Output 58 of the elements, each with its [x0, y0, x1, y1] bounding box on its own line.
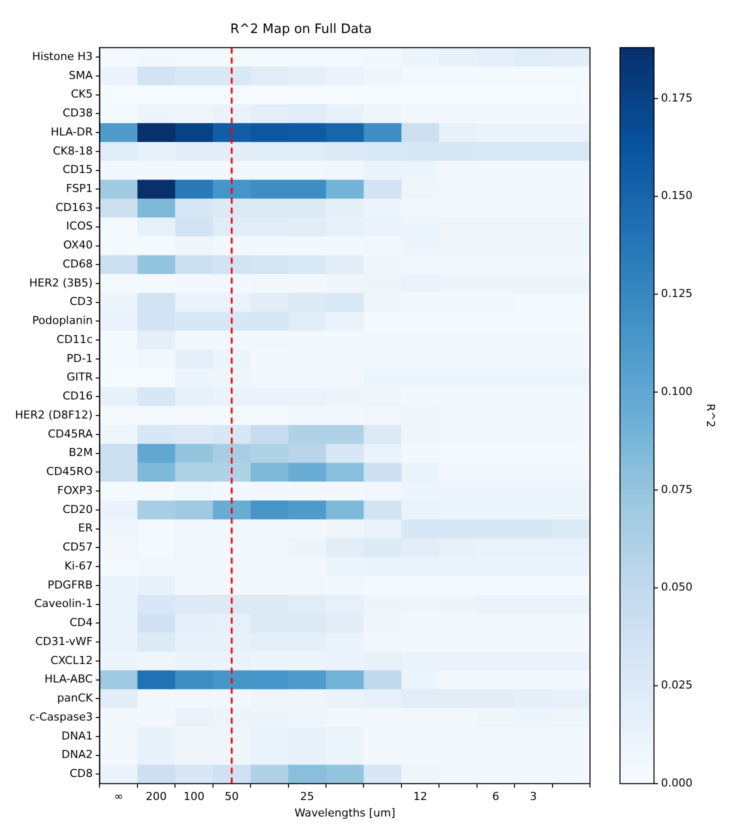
color-bar-label: 0.175 [661, 91, 692, 104]
y-tick-label: SMA [68, 68, 94, 82]
y-tick-label: HLA-DR [50, 125, 94, 138]
y-tick-label: CD45RA [48, 427, 94, 440]
y-tick-label: FSP1 [66, 182, 93, 195]
y-tick-label: Histone H3 [32, 50, 93, 63]
color-bar-label: 0.000 [661, 776, 692, 790]
y-tick-label: CD3 [70, 295, 93, 308]
y-tick-label: panCK [57, 692, 94, 705]
y-tick-label: CD57 [62, 540, 93, 554]
y-tick-label: HER2 (D8F12) [14, 408, 93, 422]
x-tick-label: 6 [492, 790, 500, 804]
color-bar-label: 0.150 [661, 189, 692, 202]
y-tick-label: B2M [68, 446, 93, 460]
x-tick-label: 100 [184, 790, 205, 804]
y-tick-label: Podoplanin [32, 314, 93, 328]
y-tick-label: FOXP3 [57, 484, 93, 497]
y-tick-label: ER [78, 522, 94, 535]
y-tick-label: DNA1 [62, 729, 93, 742]
y-tick-label: CD8 [70, 767, 93, 780]
y-tick-label: CK8-18 [52, 144, 93, 158]
x-tick-label: 200 [146, 790, 167, 804]
y-tick-label: GITR [66, 370, 94, 384]
color-bar-label: 0.025 [661, 678, 692, 692]
color-bar-label: 0.125 [661, 287, 692, 300]
y-tick-label: CD16 [62, 390, 93, 403]
x-tick-label: ∞ [114, 790, 124, 804]
y-tick-label: DNA2 [62, 748, 93, 762]
y-tick-label: Caveolin-1 [34, 597, 93, 610]
x-tick-label: 3 [530, 790, 537, 804]
y-tick-label: CD20 [62, 502, 93, 516]
y-tick-label: CD38 [62, 106, 93, 120]
x-tick-label: 50 [224, 790, 239, 804]
y-tick-label: Ki-67 [64, 559, 93, 572]
y-tick-label: CD31-vWF [35, 634, 93, 648]
y-tick-label: OX40 [63, 238, 93, 252]
color-bar-label: 0.100 [661, 384, 692, 398]
y-tick-label: PDGFRB [48, 578, 93, 592]
y-tick-label: CD163 [56, 200, 93, 214]
color-bar-label: 0.050 [661, 580, 692, 594]
color-bar-label: 0.075 [661, 482, 692, 496]
y-tick-label: CD11c [56, 332, 93, 346]
y-tick-label: CXCL12 [50, 654, 93, 667]
y-tick-label: ICOS [66, 220, 93, 233]
y-tick-label: c-Caspase3 [29, 710, 93, 724]
y-tick-label: CD4 [70, 616, 93, 630]
chart-title: R^2 Map on Full Data [230, 22, 372, 38]
y-tick-label: HLA-ABC [44, 672, 94, 686]
y-tick-label: CD68 [62, 257, 93, 270]
x-tick-label: 25 [300, 790, 314, 804]
y-tick-label: HER2 (3B5) [29, 276, 93, 290]
y-tick-label: CD45RO [46, 465, 94, 478]
y-tick-label: CK5 [70, 88, 93, 101]
y-tick-label: PD-1 [66, 352, 93, 365]
x-axis-title: Wavelengths [um] [294, 806, 396, 820]
color-bar-title: R^2 [704, 404, 718, 428]
x-tick-label: 12 [413, 790, 428, 804]
y-tick-label: CD15 [62, 163, 93, 176]
